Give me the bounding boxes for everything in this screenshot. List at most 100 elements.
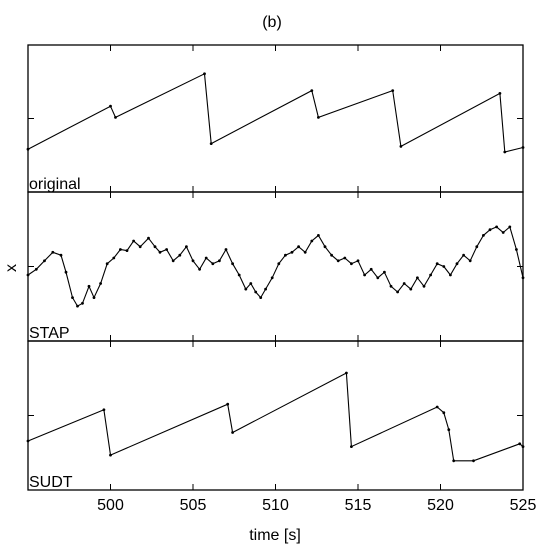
data-point [81, 301, 84, 305]
data-point [356, 259, 360, 263]
data-point [422, 284, 426, 288]
data-point [310, 89, 314, 92]
data-point [521, 445, 525, 448]
data-point [171, 259, 175, 263]
data-point [343, 256, 347, 260]
data-point [71, 296, 74, 299]
data-point [297, 245, 300, 249]
data-point [224, 248, 228, 251]
data-point [147, 236, 150, 240]
data-point [488, 228, 492, 232]
data-point [43, 259, 46, 263]
data-point [209, 142, 213, 146]
data-point [389, 284, 393, 288]
data-point [310, 239, 314, 243]
data-point [26, 273, 30, 277]
data-point [211, 262, 215, 266]
data-point [317, 234, 320, 237]
x-tick-label: 515 [345, 497, 372, 514]
series-line-stap [27, 225, 524, 307]
data-point [442, 265, 446, 268]
data-point [442, 411, 446, 415]
data-point [34, 267, 38, 271]
data-point [416, 276, 419, 280]
data-point [447, 428, 451, 432]
data-point [125, 249, 129, 253]
x-tick-label: 510 [262, 497, 289, 514]
data-point [109, 453, 112, 457]
chart-panel-sudt: SUDT [26, 340, 525, 491]
data-point [153, 245, 157, 249]
x-axis-label: time [s] [249, 527, 301, 544]
x-tick-label: 520 [427, 497, 454, 514]
data-point [350, 262, 353, 266]
data-point [226, 402, 230, 406]
data-point [452, 459, 456, 463]
data-point [158, 250, 162, 254]
data-point [350, 445, 353, 448]
data-point [231, 431, 235, 434]
data-point [503, 150, 507, 154]
data-point [204, 256, 208, 260]
data-point [114, 116, 117, 119]
data-point [449, 273, 452, 277]
data-point [472, 459, 475, 463]
data-point [105, 262, 109, 266]
data-point [198, 267, 202, 271]
data-point [76, 304, 79, 308]
data-point [508, 225, 512, 229]
data-point [87, 284, 91, 288]
data-point [64, 270, 68, 274]
data-point [409, 287, 413, 291]
data-point [482, 234, 485, 237]
data-point [277, 262, 281, 266]
data-point [383, 270, 386, 274]
data-point [515, 248, 518, 251]
data-point [468, 259, 472, 263]
x-tick-label: 505 [180, 497, 207, 514]
chart-panel-stap: STAP [26, 191, 525, 342]
data-point [203, 72, 206, 76]
data-point [284, 253, 287, 257]
panel-frame [27, 191, 524, 342]
data-point [399, 145, 403, 148]
data-point [112, 256, 116, 260]
data-point [249, 282, 253, 285]
data-point [462, 253, 465, 257]
series-line-sudt [27, 372, 524, 462]
data-point [26, 147, 30, 151]
panel-label-stap: STAP [29, 325, 70, 342]
data-point [435, 405, 439, 409]
data-point [429, 273, 432, 277]
data-point [102, 408, 106, 412]
data-point [237, 273, 241, 277]
data-point [254, 290, 258, 294]
data-point [363, 273, 366, 277]
data-point [317, 116, 320, 119]
data-point [259, 296, 263, 299]
data-point [369, 267, 373, 271]
data-point [138, 245, 142, 249]
data-point [501, 231, 505, 234]
data-point [345, 371, 348, 375]
data-point [323, 245, 327, 249]
x-tick-label: 525 [510, 497, 537, 514]
data-point [92, 296, 96, 299]
panel-frame [27, 340, 524, 491]
data-point [132, 239, 136, 243]
data-point [402, 282, 406, 285]
data-point [191, 259, 195, 263]
data-point [59, 253, 63, 257]
panel-frame [27, 44, 524, 193]
data-point [290, 250, 294, 254]
data-point [376, 276, 380, 280]
chart-panels: original STAP SUDT 500 505 510 515 520 525 [26, 44, 537, 514]
data-point [396, 290, 399, 294]
data-point [51, 250, 55, 254]
data-point [475, 245, 479, 249]
data-point [178, 253, 182, 257]
data-point [165, 248, 169, 251]
data-point [435, 262, 439, 266]
data-point [244, 287, 248, 291]
x-tick-label: 500 [97, 497, 124, 514]
